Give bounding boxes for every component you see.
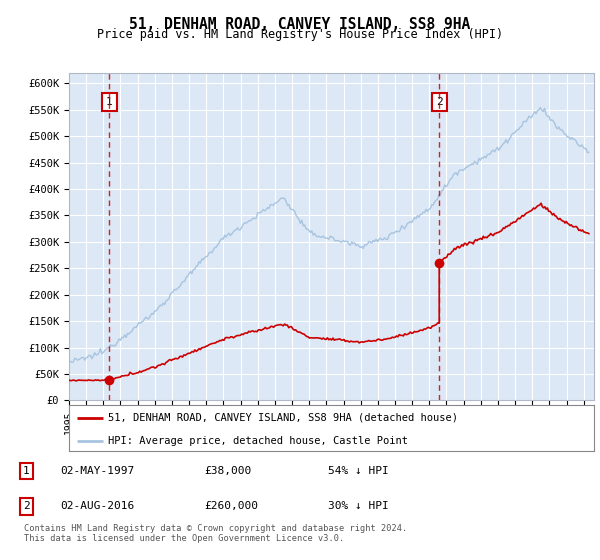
Text: 54% ↓ HPI: 54% ↓ HPI [328,466,389,476]
Text: Contains HM Land Registry data © Crown copyright and database right 2024.
This d: Contains HM Land Registry data © Crown c… [24,524,407,543]
Text: 51, DENHAM ROAD, CANVEY ISLAND, SS8 9HA: 51, DENHAM ROAD, CANVEY ISLAND, SS8 9HA [130,17,470,32]
Text: 1: 1 [23,466,30,476]
Text: £38,000: £38,000 [204,466,251,476]
Text: 2: 2 [23,501,30,511]
Text: 02-MAY-1997: 02-MAY-1997 [60,466,134,476]
Text: HPI: Average price, detached house, Castle Point: HPI: Average price, detached house, Cast… [109,436,409,446]
Text: 2: 2 [436,97,443,107]
Text: £260,000: £260,000 [204,501,258,511]
Text: 1: 1 [106,97,113,107]
Text: 02-AUG-2016: 02-AUG-2016 [60,501,134,511]
Text: 51, DENHAM ROAD, CANVEY ISLAND, SS8 9HA (detached house): 51, DENHAM ROAD, CANVEY ISLAND, SS8 9HA … [109,413,458,423]
Text: Price paid vs. HM Land Registry's House Price Index (HPI): Price paid vs. HM Land Registry's House … [97,28,503,41]
Text: 30% ↓ HPI: 30% ↓ HPI [328,501,389,511]
